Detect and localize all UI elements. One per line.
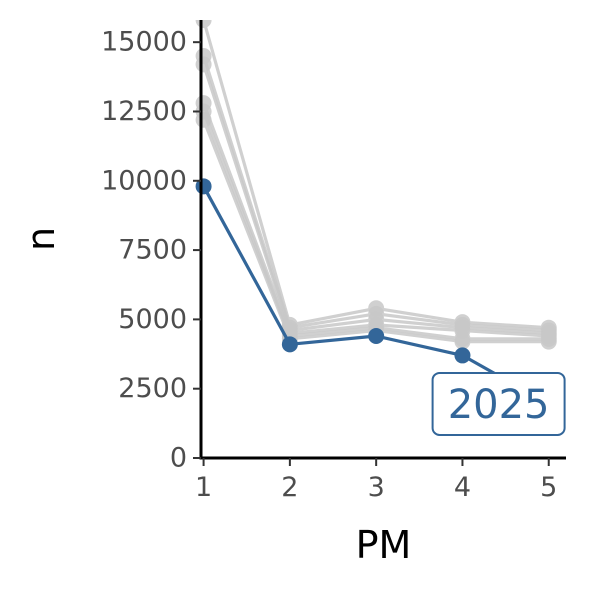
x-tick-label: 4	[454, 472, 471, 503]
data-point-2025-x4	[454, 347, 471, 364]
annotation-label: 2025	[448, 382, 550, 428]
y-tick-label: 2500	[118, 373, 187, 404]
axes-layer: 0 2500 5000 7500 10000 12500 15000 1 2 3 4 5 PM n	[19, 20, 566, 567]
x-tick-label: 1	[195, 472, 212, 503]
y-tick-label: 0	[170, 443, 187, 474]
data-point-background-1-x1	[195, 20, 212, 28]
data-point-background-6-x1	[195, 111, 212, 128]
x-tick-label: 5	[540, 472, 557, 503]
y-tick-label: 5000	[118, 304, 187, 335]
x-axis-title: PM	[356, 523, 412, 567]
data-point-background-6-x4	[454, 333, 471, 350]
y-tick-label: 15000	[101, 27, 187, 58]
series-background-2	[195, 48, 557, 339]
annotation-layer: 2025	[431, 371, 566, 436]
annotation-box	[431, 371, 566, 436]
y-axis-title: n	[19, 227, 63, 251]
series-background-1	[195, 20, 557, 336]
y-tick-label: 7500	[118, 235, 187, 266]
data-point-2025-x3	[368, 328, 385, 345]
x-tick-label: 3	[368, 472, 385, 503]
y-tick-label: 10000	[101, 165, 187, 196]
x-tick-label: 2	[281, 472, 298, 503]
data-point-2025-x2	[281, 336, 298, 353]
annotation-2025: 2025	[431, 371, 566, 436]
y-tick-label: 12500	[101, 96, 187, 127]
series-line-background-2	[202, 55, 549, 333]
data-point-background-3-x1	[195, 56, 212, 73]
series-layer	[195, 20, 557, 412]
data-point-background-6-x5	[540, 333, 557, 350]
